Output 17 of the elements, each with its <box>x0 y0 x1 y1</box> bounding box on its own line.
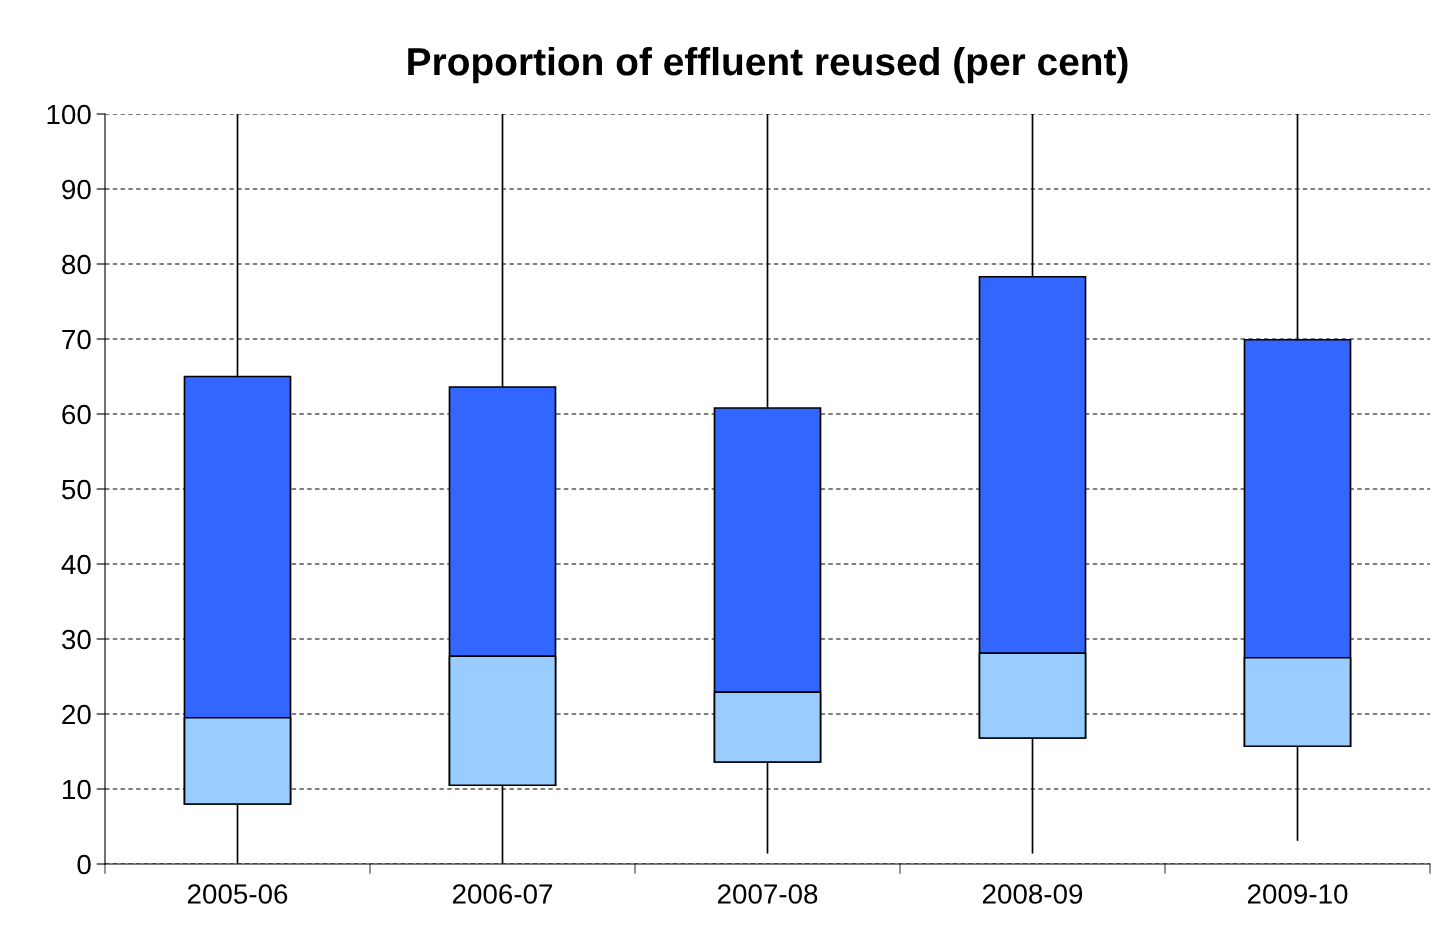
chart-title: Proportion of effluent reused (per cent) <box>408 46 1128 84</box>
y-tick-label: 0 <box>77 854 91 875</box>
y-tick-label: 20 <box>62 704 91 725</box>
y-tick-label: 40 <box>61 554 91 575</box>
y-tick-label: 30 <box>61 629 91 650</box>
x-tick-label: 2008-09 <box>982 884 1083 904</box>
x-tick-label: 2005-06 <box>187 884 288 904</box>
y-tick-label: 10 <box>63 779 91 800</box>
y-tick-label: 90 <box>62 179 91 200</box>
y-tick-label: 70 <box>62 329 91 350</box>
y-tick-label: 80 <box>62 254 91 275</box>
y-tick-label: 60 <box>62 404 91 425</box>
x-tick-label: 2007-08 <box>717 884 818 904</box>
y-tick-label: 100 <box>47 104 91 125</box>
y-tick-label: 50 <box>62 479 91 500</box>
x-tick-label: 2006-07 <box>452 884 553 904</box>
x-tick-label: 2009-10 <box>1247 884 1348 904</box>
